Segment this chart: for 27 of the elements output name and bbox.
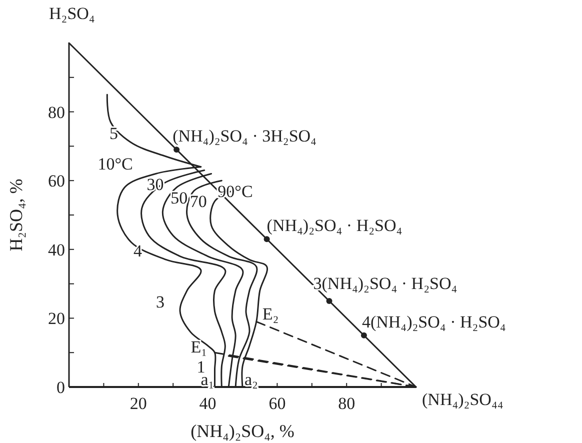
annotation: (NH₄)₂SO₄ · 3H₂SO₄ bbox=[172, 126, 317, 146]
y-axis-title: H₂SO₄, % bbox=[6, 178, 26, 252]
x-tick-label: 60 bbox=[268, 394, 286, 413]
annotation: 4(NH₄)₂SO₄ · H₂SO₄ bbox=[362, 312, 506, 332]
x-axis-title: (NH₄)₂SO₄, % bbox=[190, 421, 294, 441]
annotation: 1 bbox=[196, 358, 206, 377]
y-tick-label: 0 bbox=[56, 378, 65, 397]
annotation: H₂SO₄ bbox=[49, 4, 95, 23]
annotation: 3 bbox=[156, 292, 165, 312]
x-tick-label: 20 bbox=[130, 394, 147, 413]
annotation: 70 bbox=[190, 192, 207, 211]
annotation: (NH₄)₂SO₄ · H₂SO₄ bbox=[266, 216, 402, 236]
annotation: 30 bbox=[146, 175, 164, 194]
annotation: 10°C bbox=[98, 154, 133, 174]
annotation: E₁ bbox=[190, 338, 208, 357]
annotation: 90°C bbox=[218, 182, 253, 201]
y-tick-label: 80 bbox=[48, 102, 65, 122]
annotation: 50 bbox=[170, 188, 188, 208]
y-tick-label: 60 bbox=[48, 172, 65, 191]
y-tick-label: 40 bbox=[48, 240, 65, 260]
x-tick-label: 80 bbox=[338, 394, 356, 413]
x-tick-label: 40 bbox=[199, 394, 216, 413]
annotation: (NH₄)₂SO₄₄ bbox=[422, 390, 504, 409]
annotation: 3(NH₄)₂SO₄ · H₂SO₄ bbox=[313, 274, 458, 293]
y-tick-label: 20 bbox=[48, 309, 65, 328]
annotation: E₂ bbox=[262, 304, 279, 324]
annotation: a₂ bbox=[244, 370, 258, 389]
